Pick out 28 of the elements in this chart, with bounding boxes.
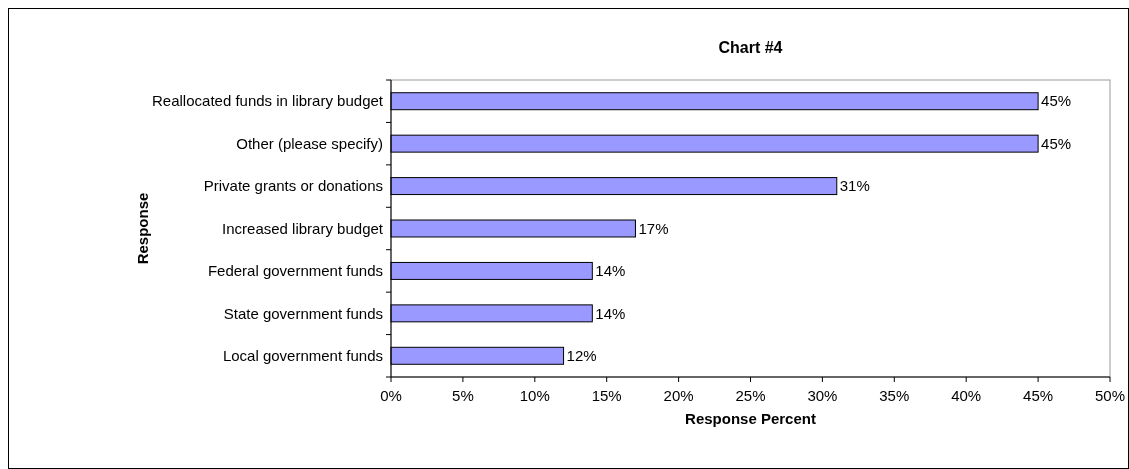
y-tick-label: Reallocated funds in library budget [152, 92, 384, 110]
x-tick-label: 45% [1023, 387, 1054, 404]
data-label: 14% [595, 262, 626, 280]
x-tick-label: 0% [380, 387, 402, 404]
chart-title: Chart #4 [718, 39, 783, 56]
data-label: 31% [839, 177, 870, 195]
y-axis-title: Response [134, 192, 151, 265]
x-tick-label: 25% [735, 387, 766, 404]
y-tick-label: Local government funds [222, 347, 383, 365]
x-tick-label: 40% [951, 387, 982, 404]
data-label: 45% [1041, 92, 1072, 110]
x-tick-label: 10% [519, 387, 550, 404]
x-tick-label: 15% [591, 387, 622, 404]
y-tick-label: Increased library budget [222, 219, 384, 237]
x-tick-label: 35% [879, 387, 910, 404]
x-tick-label: 20% [663, 387, 694, 404]
y-tick-label: Federal government funds [207, 262, 383, 280]
data-label: 45% [1041, 134, 1072, 152]
data-label: 17% [638, 219, 669, 237]
y-tick-label: Private grants or donations [203, 177, 383, 195]
x-tick-label: 30% [807, 387, 838, 404]
x-tick-label: 50% [1094, 387, 1126, 404]
x-axis-title: Response Percent [685, 410, 816, 427]
data-label: 14% [595, 304, 626, 322]
data-label: 12% [566, 347, 597, 365]
y-tick-label: Other (please specify) [236, 134, 383, 152]
x-tick-label: 5% [452, 387, 474, 404]
y-tick-label: State government funds [223, 304, 383, 322]
